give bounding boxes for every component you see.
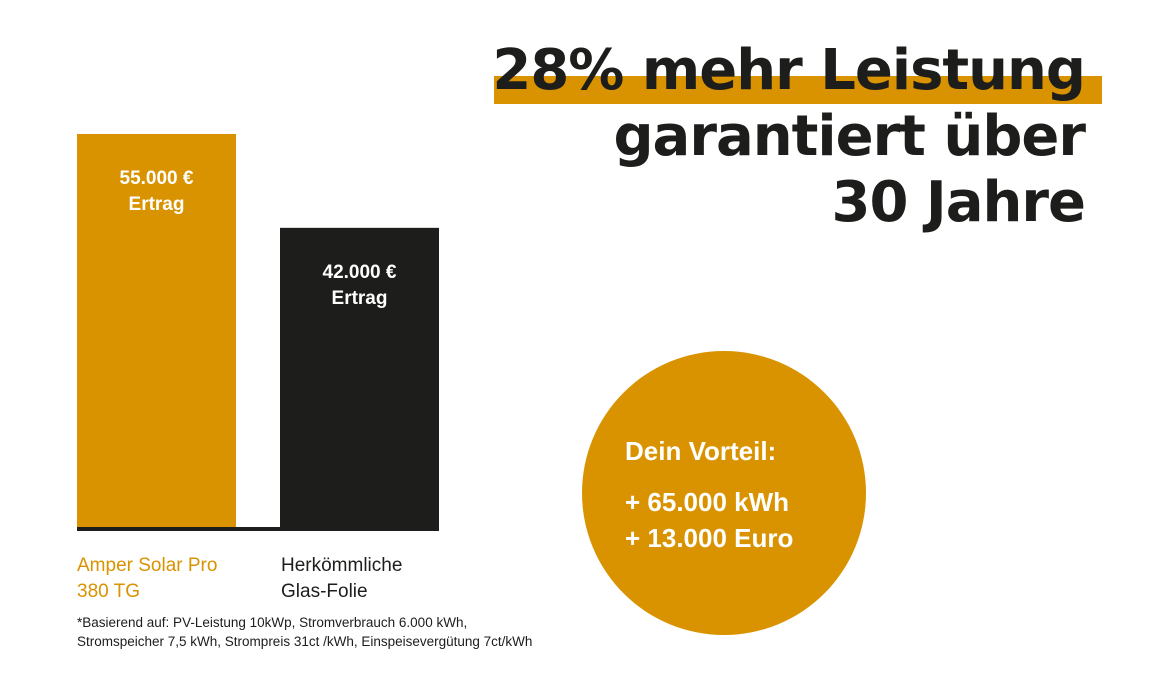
category-label-conventional: Herkömmliche Glas-Folie [281, 553, 402, 605]
footnote-line-2: Stromspeicher 7,5 kWh, Strompreis 31ct /… [77, 634, 533, 649]
data-label-1-1: Ertrag [332, 288, 388, 309]
advantage-kwh: + 65.000 kWh [625, 487, 790, 517]
headline-line-2: garantiert über [613, 104, 1086, 169]
headline-highlight-bar [494, 76, 1102, 104]
data-label-0-0: 55.000 € [120, 168, 194, 189]
chart-baseline [77, 527, 439, 531]
data-label-0-1: Ertrag [129, 194, 185, 215]
category-label-amper-line-2: 380 TG [77, 581, 141, 602]
category-label-conventional-line-2: Glas-Folie [281, 581, 368, 602]
category-label-amper: Amper Solar Pro 380 TG [77, 553, 217, 605]
footnote: *Basierend auf: PV-Leistung 10kWp, Strom… [77, 613, 532, 651]
category-label-conventional-line-1: Herkömmliche [281, 555, 403, 576]
category-label-amper-line-1: Amper Solar Pro [77, 555, 218, 576]
bar-conventional-glass-foil [280, 227, 439, 531]
headline: 28% mehr Leistung garantiert über 30 Jah… [492, 38, 1086, 236]
footnote-line-1: *Basierend auf: PV-Leistung 10kWp, Strom… [77, 615, 468, 630]
bar-amper-solar-pro [77, 134, 236, 531]
data-label-1-0: 42.000 € [323, 262, 397, 283]
advantage-euro: + 13.000 Euro [625, 523, 794, 553]
bar-chart: 55.000 € Ertrag 42.000 € Ertrag [77, 134, 439, 531]
headline-line-3: 30 Jahre [831, 170, 1086, 235]
advantage-title: Dein Vorteil: [625, 436, 777, 466]
advantage-circle: Dein Vorteil: + 65.000 kWh + 13.000 Euro [582, 351, 866, 635]
headline-line-1: 28% mehr Leistung [492, 38, 1086, 103]
